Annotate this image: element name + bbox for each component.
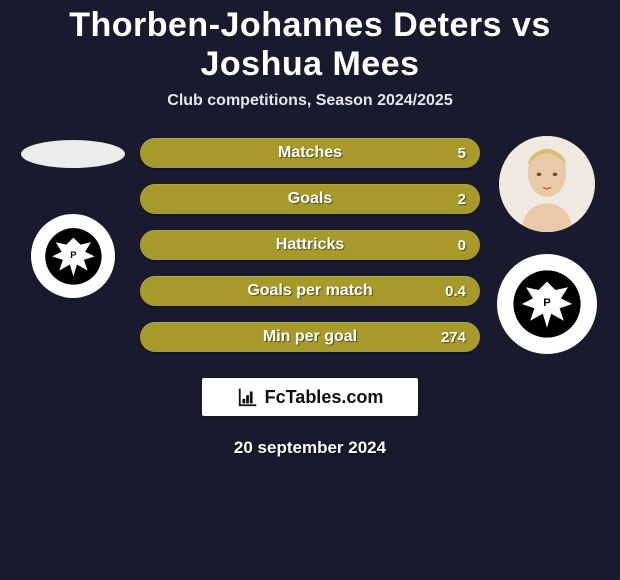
club-badge-left: P	[31, 214, 115, 298]
stat-bar: Hattricks 0	[140, 230, 480, 260]
club-crest-icon: P	[44, 227, 103, 286]
right-column: P	[492, 134, 602, 354]
stat-value: 0	[458, 237, 466, 254]
content-row: P Matches 5 Goals 2 Hattricks 0 Goals pe…	[10, 134, 610, 354]
player-avatar-left	[21, 140, 125, 168]
stat-bar: Min per goal 274	[140, 322, 480, 352]
stat-value: 5	[458, 145, 466, 162]
page-title: Thorben-Johannes Deters vs Joshua Mees	[10, 0, 610, 92]
stat-label: Goals per match	[247, 282, 372, 300]
stat-value: 274	[441, 329, 466, 346]
player-avatar-right	[499, 136, 595, 232]
player-silhouette-icon	[499, 136, 595, 232]
stat-value: 2	[458, 191, 466, 208]
club-crest-icon: P	[512, 269, 582, 339]
date-label: 20 september 2024	[10, 438, 610, 458]
stat-label: Min per goal	[263, 328, 357, 346]
stat-label: Matches	[278, 144, 342, 162]
svg-text:P: P	[543, 297, 551, 309]
comparison-card: Thorben-Johannes Deters vs Joshua Mees C…	[0, 0, 620, 580]
chart-icon	[237, 386, 259, 408]
svg-text:P: P	[70, 249, 76, 260]
club-badge-right: P	[497, 254, 597, 354]
stat-value: 0.4	[445, 283, 466, 300]
stat-bar: Goals 2	[140, 184, 480, 214]
brand-label: FcTables.com	[265, 387, 384, 408]
stat-bar: Matches 5	[140, 138, 480, 168]
left-column: P	[18, 134, 128, 298]
brand-badge[interactable]: FcTables.com	[202, 378, 418, 416]
stat-label: Hattricks	[276, 236, 344, 254]
stats-bars: Matches 5 Goals 2 Hattricks 0 Goals per …	[140, 134, 480, 352]
stat-label: Goals	[288, 190, 332, 208]
stat-bar: Goals per match 0.4	[140, 276, 480, 306]
page-subtitle: Club competitions, Season 2024/2025	[10, 92, 610, 134]
